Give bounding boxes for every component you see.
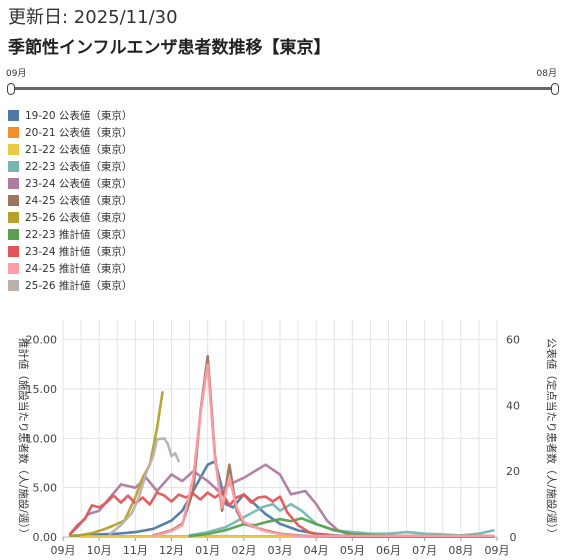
x-tick-label: 10月: [87, 544, 112, 557]
x-tick-label: 06月: [376, 544, 401, 557]
legend-label: 25-26 推計値（東京）: [25, 280, 133, 292]
update-date: 更新日: 2025/11/30: [8, 7, 178, 28]
range-end-label: 08月: [536, 69, 557, 79]
x-tick-label: 11月: [123, 544, 148, 557]
x-tick-label: 02月: [231, 544, 256, 557]
legend-item[interactable]: 24-25 推計値（東京）: [8, 260, 132, 277]
legend-item[interactable]: 22-23 推計値（東京）: [8, 226, 132, 243]
y-left-axis-title: 推計値（施設当たり患者数（人/施設/週））: [17, 338, 30, 539]
legend-label: 23-24 公表値（東京）: [25, 178, 133, 190]
legend-label: 22-23 推計値（東京）: [25, 229, 133, 241]
x-tick-label: 08月: [448, 544, 473, 557]
legend-swatch: [8, 127, 19, 138]
slider-start-handle[interactable]: [7, 83, 15, 95]
legend-swatch: [8, 195, 19, 206]
y-left-tick-label: 5.00: [33, 482, 58, 495]
y-left-tick-label: 10.00: [26, 432, 58, 445]
y-left-tick-label: 20.00: [26, 334, 58, 347]
legend-item[interactable]: 23-24 推計値（東京）: [8, 243, 132, 260]
slider-track: [8, 87, 558, 90]
legend-item[interactable]: 24-25 公表値（東京）: [8, 192, 132, 209]
legend-label: 23-24 推計値（東京）: [25, 246, 133, 258]
range-start-label: 09月: [6, 69, 27, 79]
legend-label: 24-25 公表値（東京）: [25, 195, 133, 207]
legend-label: 22-23 公表値（東京）: [25, 161, 133, 173]
y-right-tick-label: 60: [506, 334, 520, 347]
x-tick-label: 05月: [340, 544, 365, 557]
x-tick-label: 12月: [159, 544, 184, 557]
y-right-tick-label: 0: [510, 531, 517, 544]
legend: 19-20 公表値（東京） 20-21 公表値（東京） 21-22 公表値（東京） 2…: [8, 107, 132, 294]
legend-item[interactable]: 19-20 公表値（東京）: [8, 107, 132, 124]
legend-swatch: [8, 263, 19, 274]
legend-item[interactable]: 25-26 公表値（東京）: [8, 209, 132, 226]
y-right-tick-label: 20: [506, 465, 520, 478]
series-line: [68, 491, 495, 538]
x-tick-label: 09月: [51, 544, 76, 557]
legend-label: 24-25 推計値（東京）: [25, 263, 133, 275]
legend-item[interactable]: 20-21 公表値（東京）: [8, 124, 132, 141]
x-tick-label: 04月: [304, 544, 329, 557]
legend-swatch: [8, 280, 19, 291]
y-left-tick-label: 0.00: [33, 531, 58, 544]
legend-swatch: [8, 144, 19, 155]
series-line: [108, 437, 180, 536]
legend-item[interactable]: 25-26 推計値（東京）: [8, 277, 132, 294]
x-tick-label: 09月: [485, 544, 510, 557]
legend-swatch: [8, 161, 19, 172]
legend-swatch: [8, 229, 19, 240]
series-line: [152, 363, 495, 538]
legend-item[interactable]: 22-23 公表値（東京）: [8, 158, 132, 175]
legend-item[interactable]: 21-22 公表値（東京）: [8, 141, 132, 158]
legend-label: 20-21 公表値（東京）: [25, 127, 133, 139]
y-right-axis-title: 公表値（定点当たり患者数（人/施設/週））: [545, 338, 558, 539]
y-right-tick-label: 40: [506, 399, 520, 412]
legend-item[interactable]: 23-24 公表値（東京）: [8, 175, 132, 192]
legend-swatch: [8, 212, 19, 223]
slider-end-handle[interactable]: [551, 83, 559, 95]
line-chart: 0.00 5.00 10.00 15.00 20.00 0 20 40 60 09月 10月 11月 1…: [17, 320, 558, 557]
legend-label: 21-22 公表値（東京）: [25, 144, 133, 156]
x-tick-label: 07月: [412, 544, 437, 557]
x-tick-label: 03月: [268, 544, 293, 557]
legend-swatch: [8, 110, 19, 121]
chart-title: 季節性インフルエンザ患者数推移【東京】: [8, 38, 331, 58]
legend-label: 19-20 公表値（東京）: [25, 110, 133, 122]
legend-swatch: [8, 246, 19, 257]
legend-swatch: [8, 178, 19, 189]
legend-label: 25-26 公表値（東京）: [25, 212, 133, 224]
x-tick-label: 01月: [195, 544, 220, 557]
y-left-tick-label: 15.00: [26, 383, 58, 396]
month-range-slider[interactable]: [7, 83, 559, 96]
